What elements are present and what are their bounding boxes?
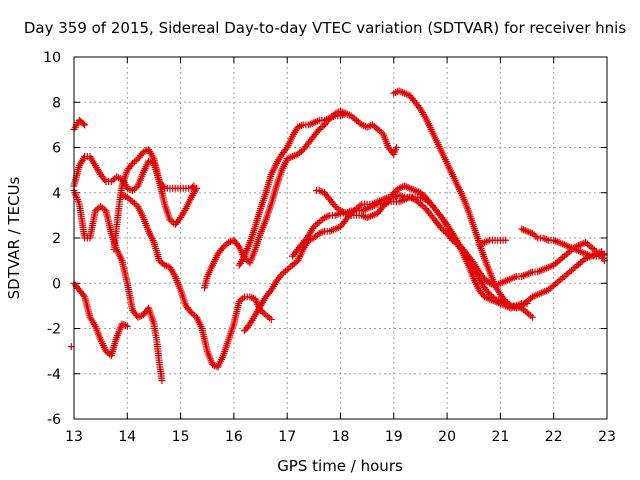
data-series <box>67 87 608 385</box>
series-track-d <box>70 279 131 360</box>
series-track-f <box>118 191 275 371</box>
x-tick-label: 19 <box>385 429 403 445</box>
series-track-k <box>313 182 608 290</box>
data-point <box>415 103 423 111</box>
data-point <box>599 251 607 259</box>
y-tick-label: -4 <box>47 367 61 383</box>
data-point <box>218 245 226 253</box>
data-point <box>392 144 400 151</box>
series-track-g <box>201 107 400 292</box>
series-track-a <box>70 116 89 133</box>
data-point <box>330 201 338 209</box>
data-point <box>297 122 305 130</box>
data-point <box>267 315 275 323</box>
data-point <box>81 121 89 129</box>
data-point <box>245 322 253 330</box>
grid <box>74 57 607 419</box>
data-point <box>523 300 531 308</box>
y-tick-label: 8 <box>52 95 61 111</box>
x-tick-label: 22 <box>545 429 563 445</box>
data-point <box>528 313 536 321</box>
data-point <box>468 257 476 265</box>
data-point <box>543 236 551 244</box>
y-tick-label: 6 <box>52 141 61 157</box>
x-tick-label: 13 <box>65 429 83 445</box>
data-point <box>127 161 135 169</box>
data-point <box>436 223 444 231</box>
data-point <box>378 204 386 212</box>
series-track-b <box>70 186 166 385</box>
data-point <box>79 291 87 299</box>
y-tick-label: 10 <box>43 50 61 66</box>
x-axis-label: GPS time / hours <box>277 457 403 475</box>
data-point <box>500 296 508 304</box>
data-point <box>123 322 131 330</box>
data-point <box>479 273 487 281</box>
series-track-j <box>289 193 536 321</box>
series-track-h <box>235 110 350 269</box>
data-point <box>442 219 450 227</box>
data-point <box>317 187 325 195</box>
plot-frame <box>73 56 608 420</box>
x-tick-label: 15 <box>172 429 190 445</box>
x-tick-label: 23 <box>598 429 616 445</box>
data-point <box>541 235 549 243</box>
axis-ticks: 13 14 15 16 17 18 19 20 21 22 23 -6 -4 -2 0 2 4 6 8 10 <box>43 50 616 445</box>
data-point <box>277 272 285 280</box>
x-tick-label: 14 <box>118 429 136 445</box>
series-track-n <box>518 225 608 260</box>
data-point <box>502 236 510 244</box>
data-point <box>248 294 256 302</box>
data-point <box>303 233 311 241</box>
data-point <box>79 120 87 128</box>
data-point <box>186 307 194 315</box>
data-point <box>314 127 322 135</box>
chart-title: Day 359 of 2015, Sidereal Day-to-day VTE… <box>24 19 626 37</box>
y-tick-label: -6 <box>47 412 61 428</box>
x-tick-label: 16 <box>225 429 243 445</box>
x-tick-label: 20 <box>438 429 456 445</box>
x-tick-label: 21 <box>491 429 509 445</box>
data-point <box>234 241 242 249</box>
y-tick-label: 0 <box>52 276 61 292</box>
data-point <box>101 176 109 184</box>
data-point <box>158 377 166 385</box>
y-tick-label: 2 <box>52 231 61 247</box>
data-point <box>266 288 274 296</box>
series-track-m <box>475 236 510 249</box>
series-track-i <box>241 191 606 335</box>
data-point <box>175 215 183 223</box>
data-point <box>360 212 368 220</box>
data-point <box>392 88 400 96</box>
y-axis-label: SDTVAR / TECUs <box>5 176 23 299</box>
data-point <box>282 145 290 153</box>
series-track-e <box>110 146 201 253</box>
data-point <box>193 184 201 192</box>
x-tick-label: 17 <box>278 429 296 445</box>
data-point <box>342 110 350 118</box>
y-tick-label: 4 <box>52 186 61 202</box>
y-tick-label: -2 <box>47 322 61 338</box>
series-track-l <box>390 87 531 310</box>
x-tick-label: 18 <box>332 429 350 445</box>
